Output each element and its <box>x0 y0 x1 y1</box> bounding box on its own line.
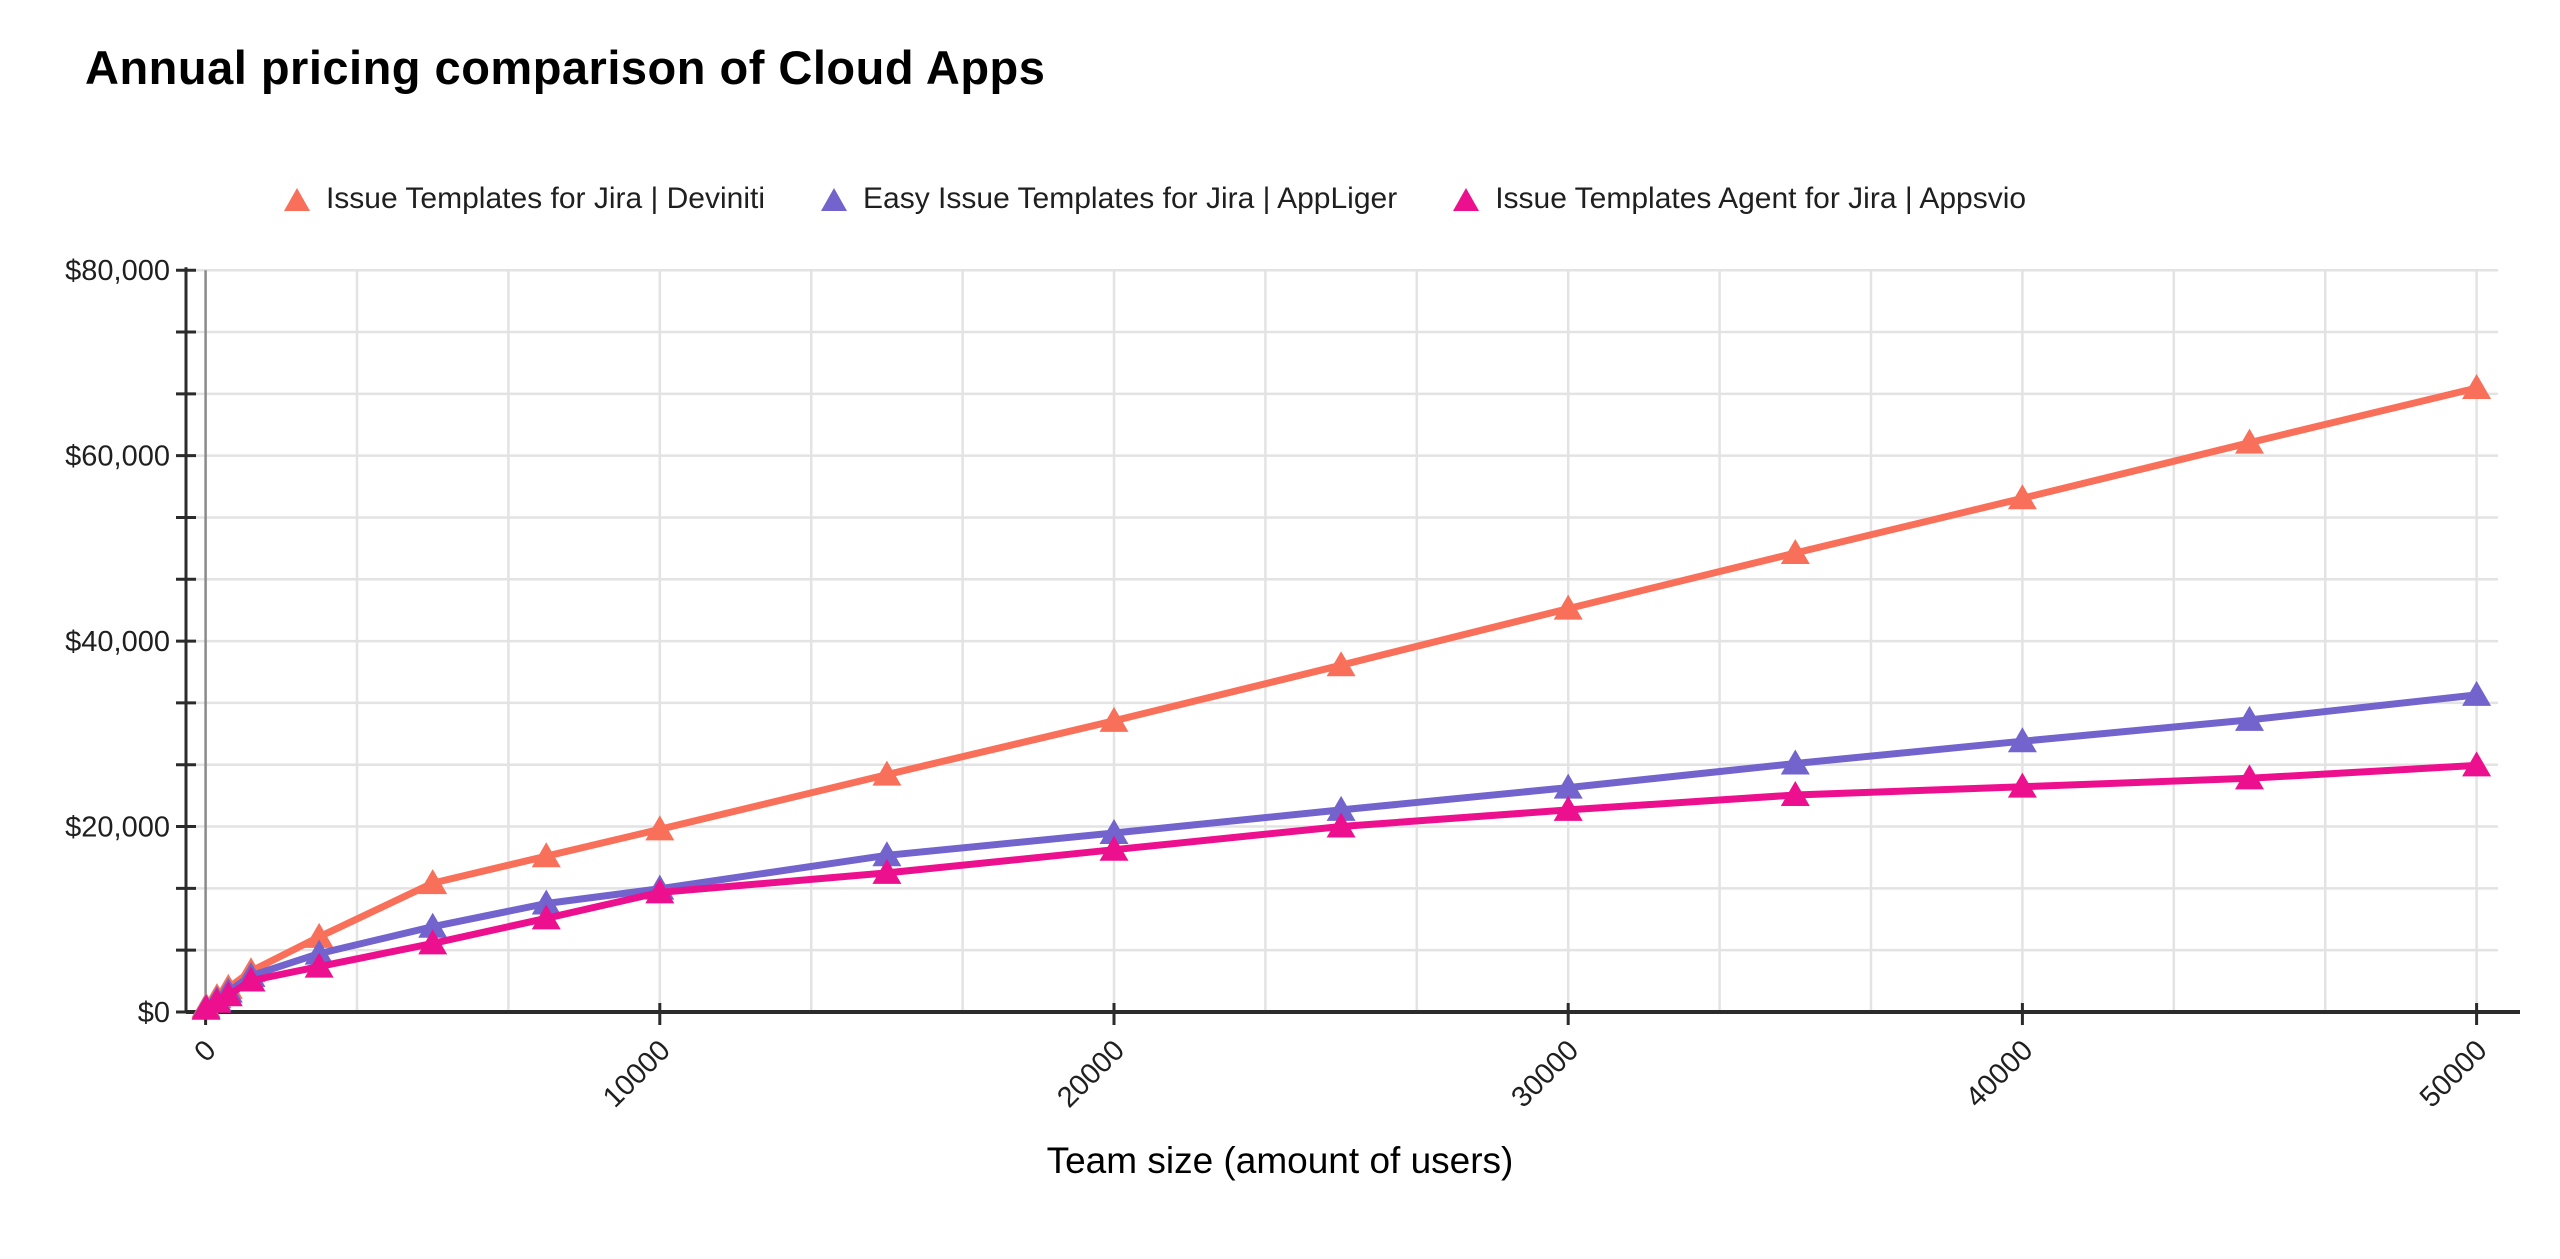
y-tick-label: $60,000 <box>65 441 170 473</box>
data-point-marker[interactable] <box>304 939 334 965</box>
data-point-marker[interactable] <box>1326 651 1356 677</box>
data-point-marker[interactable] <box>645 878 675 904</box>
data-point-marker[interactable] <box>1099 706 1129 732</box>
x-tick-label: 50000 <box>2414 1034 2494 1114</box>
data-point-marker[interactable] <box>872 760 902 786</box>
x-axis-title: Team size (amount of users) <box>1046 1140 1514 1181</box>
legend-item-0[interactable]: Issue Templates for Jira | Deviniti <box>283 182 766 216</box>
data-point-marker[interactable] <box>304 952 334 978</box>
legend-triangle-icon <box>283 187 310 211</box>
data-point-marker[interactable] <box>304 922 334 948</box>
data-point-marker[interactable] <box>1553 594 1583 620</box>
y-tick-label: $0 <box>138 997 170 1029</box>
data-point-marker[interactable] <box>531 904 561 930</box>
legend-triangle-icon <box>821 187 848 211</box>
data-point-marker[interactable] <box>2235 764 2264 790</box>
data-point-marker[interactable] <box>1099 835 1129 861</box>
data-point-marker[interactable] <box>1780 749 1810 775</box>
x-tick-label: 10000 <box>597 1034 677 1114</box>
legend-item-2[interactable]: Issue Templates Agent for Jira | Appsvio <box>1453 182 2026 216</box>
data-point-marker[interactable] <box>645 815 675 841</box>
data-point-marker[interactable] <box>2235 705 2264 731</box>
data-point-marker[interactable] <box>418 929 448 955</box>
y-tick-label: $80,000 <box>65 255 170 287</box>
legend-label: Issue Templates for Jira | Deviniti <box>325 182 766 215</box>
data-point-marker[interactable] <box>2007 484 2037 510</box>
chart-title: Annual pricing comparison of Cloud Apps <box>85 41 1046 94</box>
legend-label: Issue Templates Agent for Jira | Appsvio <box>1495 182 2027 215</box>
data-point-marker[interactable] <box>1326 795 1356 821</box>
legend-item-1[interactable]: Easy Issue Templates for Jira | AppLiger <box>821 182 1397 216</box>
legend-label: Easy Issue Templates for Jira | AppLiger <box>863 182 1398 215</box>
data-point-marker[interactable] <box>872 858 902 884</box>
data-point-marker[interactable] <box>2007 772 2037 798</box>
data-point-marker[interactable] <box>531 889 561 915</box>
data-point-marker[interactable] <box>872 841 902 867</box>
x-tick-label: 30000 <box>1505 1034 1585 1114</box>
data-point-marker[interactable] <box>213 981 243 1007</box>
data-point-marker[interactable] <box>1780 539 1810 565</box>
data-point-marker[interactable] <box>2462 680 2492 706</box>
legend-triangle-icon <box>1453 187 1480 211</box>
data-point-marker[interactable] <box>236 966 266 992</box>
data-point-marker[interactable] <box>1780 781 1810 807</box>
data-point-marker[interactable] <box>1553 795 1583 821</box>
data-point-marker[interactable] <box>2235 428 2264 454</box>
data-point-marker[interactable] <box>418 912 448 938</box>
data-point-marker[interactable] <box>2462 373 2492 399</box>
x-tick-label: 40000 <box>1960 1034 2040 1114</box>
data-point-marker[interactable] <box>1553 773 1583 799</box>
data-point-marker[interactable] <box>2462 751 2492 777</box>
data-point-marker[interactable] <box>2007 727 2037 753</box>
y-tick-label: $20,000 <box>65 812 170 844</box>
data-point-marker[interactable] <box>1326 812 1356 838</box>
legend: Issue Templates for Jira | Deviniti Easy … <box>0 182 2310 216</box>
data-point-marker[interactable] <box>1099 819 1129 845</box>
data-point-marker[interactable] <box>531 842 561 868</box>
data-point-marker[interactable] <box>418 869 448 895</box>
data-point-marker[interactable] <box>202 987 232 1013</box>
x-tick-label: 0 <box>189 1034 223 1068</box>
y-tick-label: $40,000 <box>65 626 170 658</box>
x-tick-label: 20000 <box>1051 1034 1131 1114</box>
